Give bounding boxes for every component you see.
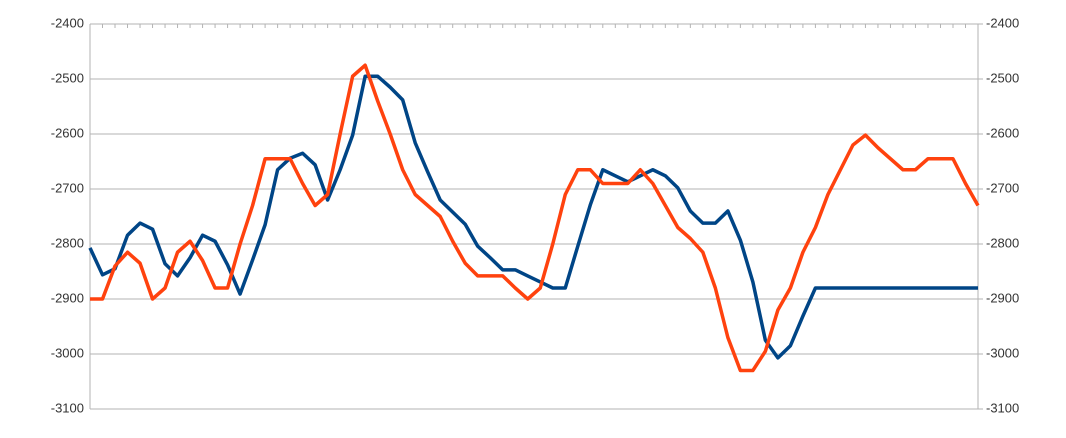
y-tick-label: -2800 [51, 235, 84, 250]
series-line [88, 74, 978, 360]
y2-tick-label: -2900 [986, 290, 1019, 305]
y2-tick-label: -2500 [986, 70, 1019, 85]
y-tick-label: -2400 [51, 15, 84, 30]
y-tick-label: -3000 [51, 345, 84, 360]
y-tick-label: -2600 [51, 125, 84, 140]
y-tick-label: -2500 [51, 70, 84, 85]
y2-tick-label: -3000 [986, 345, 1019, 360]
y2-tick-label: -2600 [986, 125, 1019, 140]
y2-tick-label: -2800 [986, 235, 1019, 250]
y-tick-label: -2900 [51, 290, 84, 305]
y-tick-label: -2700 [51, 180, 84, 195]
y2-tick-label: -2400 [986, 15, 1019, 30]
y2-tick-label: -3100 [986, 400, 1019, 415]
y-tick-label: -3100 [51, 400, 84, 415]
y2-tick-label: -2700 [986, 180, 1019, 195]
series-line [90, 63, 980, 373]
